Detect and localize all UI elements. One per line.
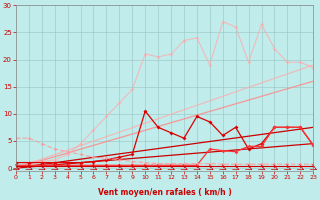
X-axis label: Vent moyen/en rafales ( km/h ): Vent moyen/en rafales ( km/h ) <box>98 188 231 197</box>
